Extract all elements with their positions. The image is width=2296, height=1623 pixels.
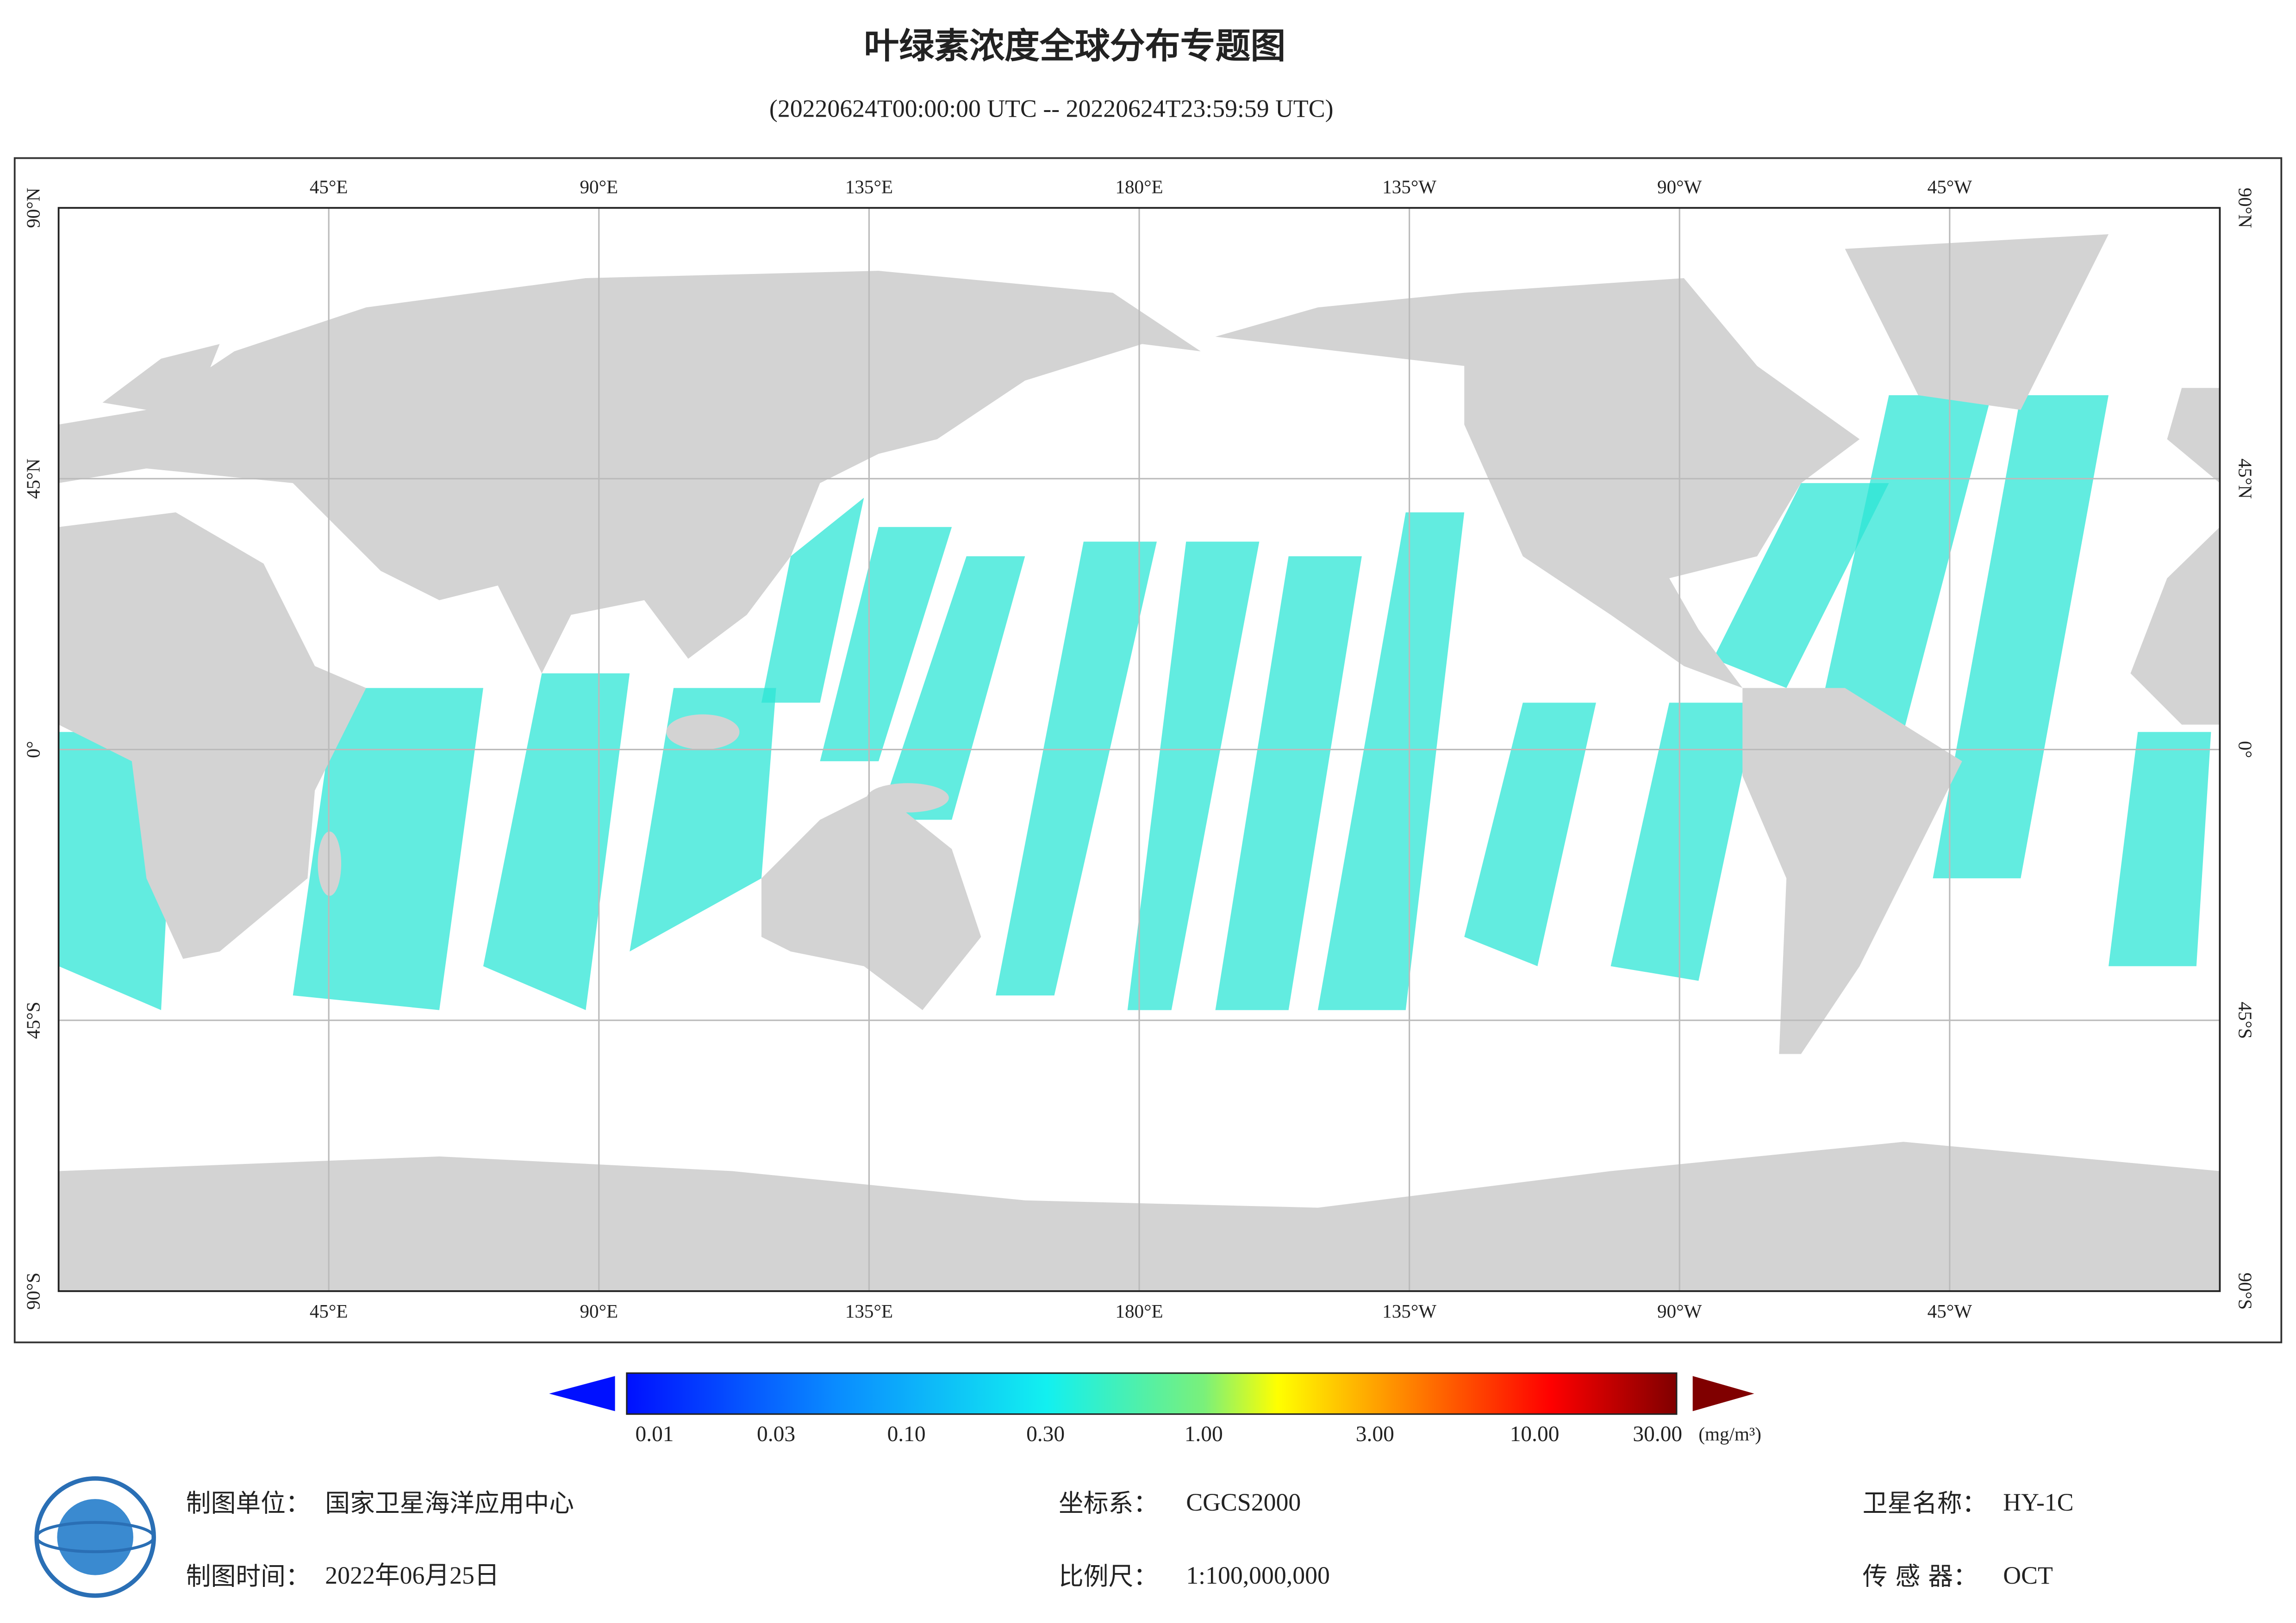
data-swath [1317,512,1465,1010]
graticule: 45°E 45°E 90°E 90°E 135°E 135°E 180°E 180°E 135°… [22,176,2256,1321]
lon-label-top: 45°E [310,176,348,197]
north-america [1215,278,1860,688]
unit-value: 国家卫星海洋应用中心 [325,1488,574,1517]
map: 45°E 45°E 90°E 90°E 135°E 135°E 180°E 180°E 135°… [22,176,2256,1321]
lon-label-bottom: 45°W [1928,1300,1972,1322]
title: 叶绿素浓度全球分布专题图 [864,25,1285,66]
lon-label-bottom: 45°E [310,1300,348,1322]
logo [34,1476,156,1598]
africa [58,512,366,959]
colorbar-tick-label: 3.00 [1356,1422,1394,1446]
lon-label-bottom: 135°W [1382,1300,1436,1322]
time-value: 2022年06月25日 [325,1561,499,1589]
lat-label-left: 45°S [22,1002,44,1039]
data-swath [1464,703,1596,966]
colorbar-tick-label: 0.03 [757,1422,795,1446]
scandinavia [102,344,220,417]
logo-orbit [35,1521,156,1554]
time-label: 制图时间： [186,1562,311,1591]
africa-west [2130,527,2220,725]
data-swath [1610,703,1757,981]
colorbar-high-arrow [1692,1376,1754,1412]
data-swath [1933,395,2109,878]
colorbar-ticks: 0.01 0.03 0.10 0.30 1.00 3.00 10.00 30.00 [636,1422,1683,1446]
colorbar-tick-label: 30.00 [1633,1422,1682,1446]
lon-label-top: 135°W [1382,176,1436,197]
lat-label-right: 45°S [2235,1002,2256,1039]
south-america [1742,688,1962,1054]
data-swath [1713,483,1889,688]
data-swath [1215,556,1362,1010]
map-frame [13,157,2283,1343]
colorbar-tick-label: 10.00 [1510,1422,1560,1446]
data-swath [878,556,1025,820]
colorbar-bar [626,1372,1678,1415]
europe-west [2167,388,2220,483]
footer: 制图单位： 国家卫星海洋应用中心 制图时间： 2022年06月25日 坐标系： … [186,1488,2074,1591]
logo-globe [57,1499,133,1575]
data-swath [1127,541,1260,1010]
satellite-label: 卫星名称： [1863,1488,1987,1517]
scale-label: 比例尺： [1059,1562,1158,1591]
data-swath [761,497,864,703]
lon-label-top: 135°E [845,176,893,197]
lon-label-bottom: 135°E [845,1300,893,1322]
data-swath [996,541,1157,995]
lon-label-top: 180°E [1115,176,1163,197]
lon-label-bottom: 90°W [1657,1300,1702,1322]
lat-label-left: 45°N [22,459,44,499]
colorbar-tick-label: 1.00 [1185,1422,1223,1446]
scale-value: 1:100,000,000 [1186,1561,1330,1589]
australia [761,790,981,1010]
lat-label-right: 90°N [2235,188,2256,228]
colorbar-tick-label: 0.10 [887,1422,926,1446]
lat-label-left: 90°N [22,188,44,228]
lat-label-left: 90°S [22,1273,44,1310]
lon-label-top: 90°E [580,176,618,197]
colorbar-tick-label: 0.01 [636,1422,674,1446]
eurasia [58,271,1201,674]
map-border [57,207,2221,1292]
island [867,783,949,813]
crs-label: 坐标系： [1059,1488,1158,1517]
subtitle: (20220624T00:00:00 UTC -- 20220624T23:59… [769,95,1334,123]
data-swath [483,673,630,1010]
sensor-label: 传 感 器： [1863,1562,1978,1591]
lat-label-right: 90°S [2235,1273,2256,1310]
lon-label-top: 45°W [1928,176,1972,197]
lon-label-bottom: 180°E [1115,1300,1163,1322]
colorbar: 0.01 0.03 0.10 0.30 1.00 3.00 10.00 30.00 (mg/m… [549,1372,1761,1446]
colorbar-tick-label: 0.30 [1026,1422,1065,1446]
lat-label-right: 45°N [2235,459,2256,499]
colorbar-low-arrow [549,1376,615,1412]
colorbar-unit: (mg/m³) [1698,1424,1761,1445]
lat-label-left: 0° [22,741,44,758]
data-swath [293,688,483,1010]
satellite-value: HY-1C [2003,1488,2073,1516]
sensor-value: OCT [2003,1561,2053,1589]
data-swath [2109,732,2211,966]
lon-label-bottom: 90°E [580,1300,618,1322]
island [666,714,740,750]
data-swath [630,688,776,952]
greenland [1845,234,2109,410]
data-swath [820,527,952,761]
lon-label-top: 90°W [1657,176,1702,197]
lat-label-right: 0° [2235,741,2256,758]
unit-label: 制图单位： [186,1488,311,1517]
crs-value: CGCS2000 [1186,1488,1301,1516]
